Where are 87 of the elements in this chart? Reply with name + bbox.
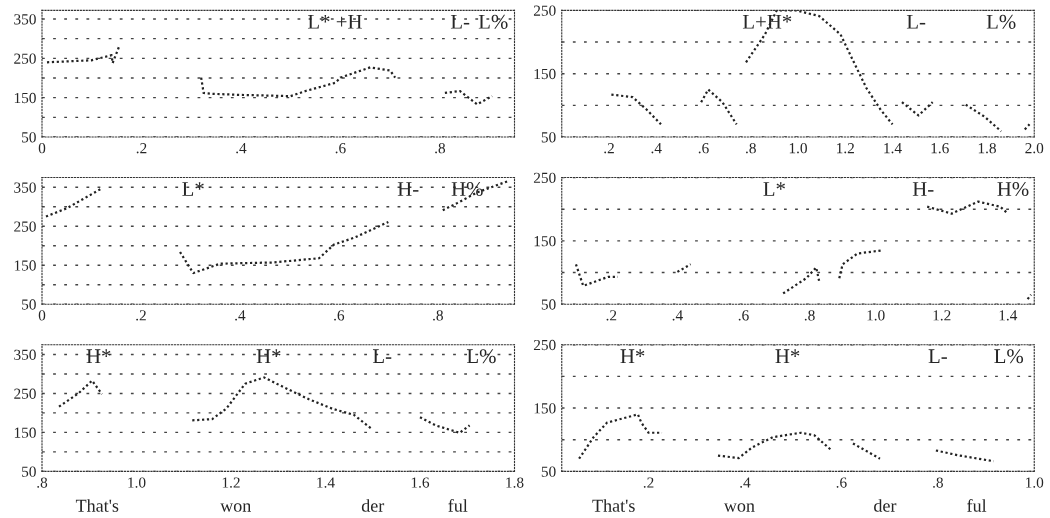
annotation: H*	[86, 349, 111, 363]
annotation: H%	[997, 181, 1029, 197]
x-tick-label: .8	[435, 143, 446, 154]
x-tick-label: 1.0	[1026, 477, 1044, 488]
x-tick-label: .6	[836, 477, 847, 488]
annotation: L-	[928, 349, 947, 363]
x-tick-label: .4	[740, 477, 751, 488]
annotation: L%	[986, 14, 1016, 29]
y-tick-label: 350	[14, 14, 36, 25]
annotation: H*	[256, 349, 281, 363]
x-tick-label: .6	[738, 310, 749, 321]
annotation: L%	[478, 14, 508, 29]
annotation: H-	[397, 182, 419, 196]
y-tick-label: 50	[541, 466, 556, 477]
y-tick-label: 150	[14, 92, 36, 104]
annotation: L%	[994, 349, 1024, 364]
y-tick-label: 350	[14, 349, 36, 360]
x-tick-label: .4	[651, 143, 662, 154]
annotation: L*	[182, 182, 204, 196]
annotation: L%	[466, 349, 496, 364]
x-tick-label: 1.8	[978, 143, 996, 154]
x-tick-label: .6	[335, 143, 346, 154]
y-tick-label: 250	[533, 339, 556, 351]
x-tick-label: 0	[38, 310, 46, 321]
y-tick-label: 250	[533, 5, 556, 16]
x-tick-label: 1.0	[867, 310, 885, 321]
y-tick-label: 150	[14, 427, 36, 438]
y-tick-label: 150	[534, 236, 556, 247]
x-tick-label: 1.4	[884, 143, 902, 154]
text: won	[220, 503, 251, 512]
x-tick-label: 1.2	[933, 310, 951, 321]
y-tick-label: 250	[14, 221, 36, 232]
annotation: H%	[451, 181, 483, 197]
y-tick-label: 50	[541, 132, 556, 143]
text: That's	[75, 499, 119, 512]
y-tick-label: 350	[14, 182, 36, 193]
x-tick-label: 1.6	[931, 143, 949, 154]
x-tick-label: 1.2	[222, 477, 240, 488]
text: won	[723, 503, 755, 512]
x-tick-label: 2.0	[1025, 143, 1044, 154]
x-tick-label: 1.6	[411, 477, 430, 488]
text: der	[361, 499, 385, 512]
x-tick-label: .8	[804, 310, 815, 321]
x-tick-label: .6	[334, 310, 345, 321]
annotation: L-	[372, 349, 392, 363]
text: ful	[448, 498, 468, 512]
x-tick-label: 1.0	[789, 143, 807, 154]
annotation: L-	[906, 14, 926, 29]
x-tick-label: .2	[136, 143, 147, 154]
y-tick-label: 150	[14, 260, 36, 271]
y-tick-label: 50	[541, 299, 556, 310]
x-tick-label: .8	[746, 143, 756, 154]
text: That's	[592, 499, 635, 512]
y-tick-label: 250	[14, 53, 36, 64]
y-tick-label: 250	[533, 172, 556, 183]
text: der	[874, 499, 897, 512]
x-tick-label: .2	[604, 143, 614, 154]
y-tick-label: 150	[534, 403, 556, 414]
x-tick-label: 1.4	[999, 310, 1018, 321]
x-tick-label: 1.0	[128, 477, 146, 488]
x-tick-label: .4	[672, 310, 683, 321]
x-tick-label: 1.4	[317, 477, 335, 488]
x-tick-label: .4	[235, 310, 246, 321]
y-tick-label: 50	[22, 466, 36, 477]
annotation: L+H*	[742, 14, 792, 29]
y-tick-label: 50	[22, 299, 36, 310]
x-tick-label: 1.8	[506, 477, 524, 488]
annotation: L*	[763, 182, 785, 196]
x-tick-label: .2	[136, 310, 146, 321]
text: ful	[967, 498, 987, 512]
x-tick-label: .2	[643, 477, 654, 488]
annotation: H*	[775, 349, 800, 363]
annotation: L* +H	[307, 14, 362, 29]
annotation: L-	[450, 14, 470, 29]
x-tick-label: .4	[236, 143, 247, 154]
y-tick-label: 250	[14, 388, 36, 399]
x-tick-label: .8	[933, 477, 943, 488]
x-tick-label: .2	[606, 310, 617, 321]
annotation: H*	[620, 349, 645, 363]
x-tick-label: .8	[37, 477, 48, 488]
x-tick-label: 0	[38, 143, 46, 154]
annotation: H-	[912, 182, 934, 196]
y-tick-label: 150	[534, 68, 556, 80]
x-tick-label: .6	[698, 143, 709, 154]
x-tick-label: 1.2	[837, 143, 854, 154]
x-tick-label: .8	[433, 310, 443, 321]
y-tick-label: 50	[22, 132, 36, 143]
